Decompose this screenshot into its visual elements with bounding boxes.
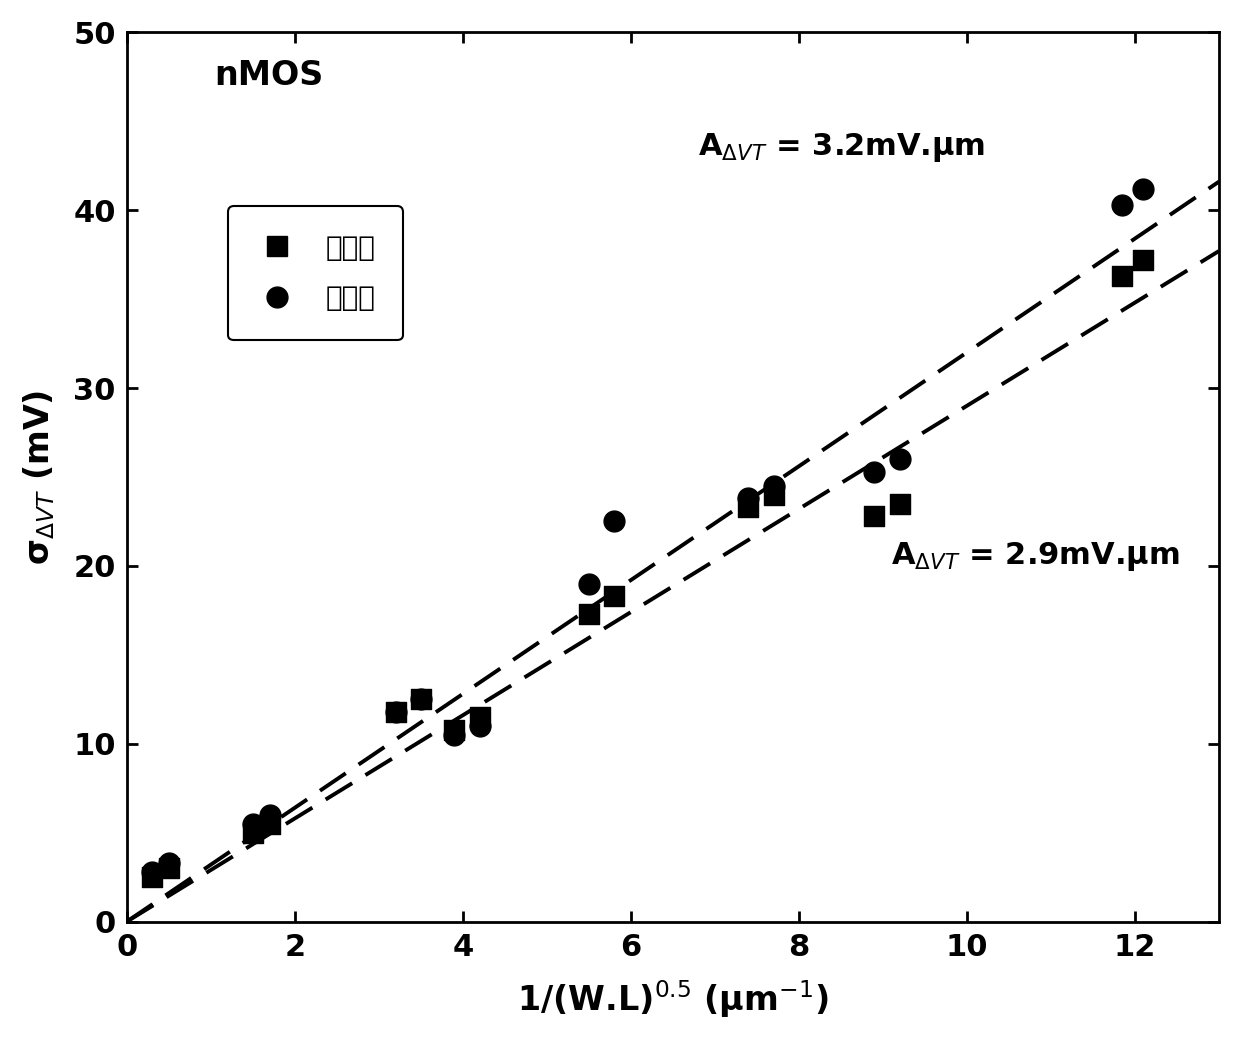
Text: nMOS: nMOS <box>215 59 324 92</box>
Text: A$_{ΔVT}$ = 2.9mV.μm: A$_{ΔVT}$ = 2.9mV.μm <box>892 540 1179 574</box>
Point <box>410 691 430 708</box>
Point <box>259 807 279 823</box>
Point <box>739 490 759 507</box>
Point <box>410 691 430 708</box>
Point <box>444 727 464 743</box>
Point <box>470 717 490 734</box>
Point <box>386 704 405 720</box>
Point <box>386 704 405 720</box>
Point <box>579 576 599 592</box>
Point <box>864 463 884 480</box>
Point <box>444 721 464 738</box>
Point <box>143 869 162 886</box>
Point <box>604 588 624 605</box>
Y-axis label: σ$_{ΔVT}$ (mV): σ$_{ΔVT}$ (mV) <box>21 389 57 564</box>
Point <box>604 513 624 530</box>
Point <box>764 486 784 503</box>
Point <box>764 478 784 494</box>
Point <box>243 815 263 832</box>
Point <box>243 824 263 841</box>
Point <box>259 815 279 832</box>
Point <box>1133 252 1153 269</box>
Point <box>579 606 599 623</box>
Point <box>470 709 490 726</box>
Point <box>159 860 179 877</box>
Point <box>143 863 162 880</box>
Point <box>739 499 759 515</box>
Point <box>159 855 179 871</box>
Point <box>864 508 884 525</box>
Text: A$_{ΔVT}$ = 3.2mV.μm: A$_{ΔVT}$ = 3.2mV.μm <box>698 131 986 164</box>
X-axis label: 1/(W.L)$^{0.5}$ (μm$^{-1}$): 1/(W.L)$^{0.5}$ (μm$^{-1}$) <box>517 979 828 1020</box>
Point <box>890 451 910 467</box>
Point <box>1112 197 1132 213</box>
Legend: 辐照前, 辐照后: 辐照前, 辐照后 <box>228 206 403 340</box>
Point <box>1133 180 1153 197</box>
Point <box>890 496 910 512</box>
Point <box>1112 268 1132 284</box>
